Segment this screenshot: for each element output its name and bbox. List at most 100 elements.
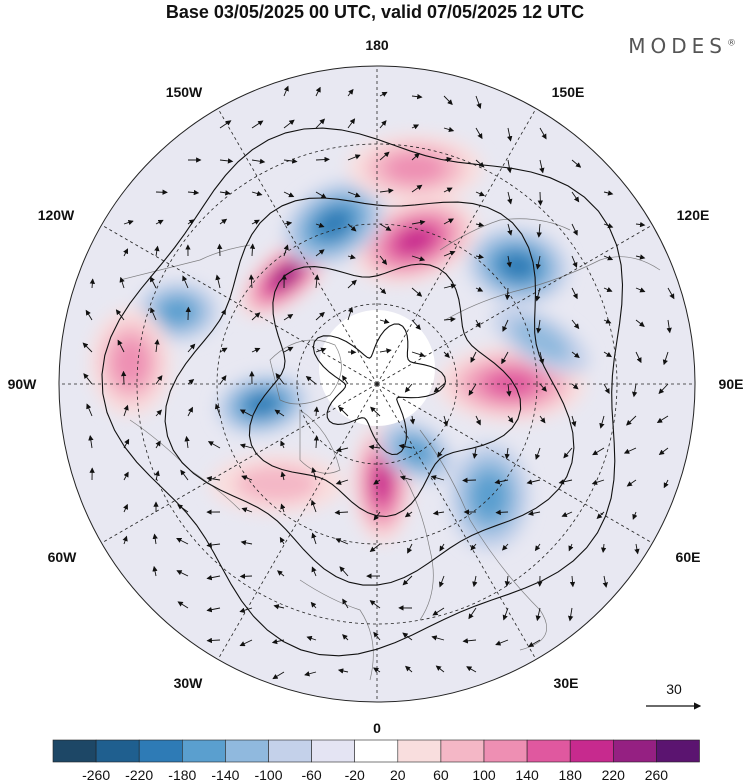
wind-vector bbox=[603, 351, 612, 358]
wind-vector bbox=[152, 565, 158, 577]
coastlines bbox=[119, 218, 661, 681]
wind-vector bbox=[347, 191, 361, 198]
wind-vector bbox=[219, 309, 226, 321]
wind-vector bbox=[443, 250, 456, 257]
wind-vector bbox=[603, 223, 614, 229]
wind-vector bbox=[249, 243, 256, 257]
wind-vector bbox=[507, 223, 513, 236]
wind-vector bbox=[347, 118, 356, 129]
wind-vector bbox=[283, 191, 295, 198]
lon-label-150e: 150E bbox=[552, 84, 585, 100]
wind-vector bbox=[283, 244, 289, 257]
wind-vector bbox=[177, 601, 189, 609]
wind-vector bbox=[373, 511, 381, 521]
wind-vector bbox=[311, 532, 317, 545]
wind-vector bbox=[219, 120, 232, 129]
wind-vector bbox=[314, 274, 320, 289]
wind-vector bbox=[370, 406, 381, 417]
wind-vector bbox=[443, 283, 457, 289]
wind-vector bbox=[571, 351, 580, 359]
lon-label-30e: 30E bbox=[554, 675, 579, 691]
wind-vector bbox=[475, 95, 482, 109]
wind-vector bbox=[462, 477, 477, 484]
wind-vector bbox=[535, 287, 541, 302]
wind-vector bbox=[635, 221, 646, 228]
wind-vector bbox=[155, 409, 163, 417]
anomaly-ridge-east-siberia bbox=[397, 228, 434, 254]
wind-vector bbox=[279, 536, 285, 545]
wind-vector bbox=[123, 503, 128, 513]
wind-vector bbox=[571, 255, 578, 268]
wind-vector bbox=[561, 511, 573, 517]
wind-vector bbox=[155, 440, 161, 449]
wind-vector bbox=[239, 639, 253, 647]
wind-vector bbox=[635, 319, 645, 327]
wind-vector bbox=[475, 286, 484, 292]
meridian-line bbox=[217, 108, 378, 385]
wind-vector bbox=[398, 443, 413, 450]
wind-vector bbox=[504, 287, 511, 301]
wind-vector bbox=[337, 668, 349, 674]
wind-vector bbox=[634, 543, 640, 555]
wind-vector bbox=[187, 406, 193, 417]
colorbar-tick-label: -20 bbox=[345, 767, 365, 783]
colorbar bbox=[52, 739, 700, 763]
colorbar-swatch bbox=[569, 739, 614, 763]
wind-vector bbox=[528, 639, 541, 647]
wind-vector bbox=[507, 127, 513, 142]
wind-vector bbox=[215, 274, 221, 289]
wind-vector bbox=[283, 119, 295, 129]
wind-vector bbox=[310, 601, 317, 609]
colorbar-swatch bbox=[225, 739, 269, 763]
wind-vector bbox=[240, 540, 253, 546]
vector-reference-label: 30 bbox=[666, 681, 682, 697]
colorbar-swatch bbox=[52, 739, 97, 763]
wind-vector bbox=[306, 635, 317, 642]
wind-vector bbox=[206, 637, 221, 644]
contour-line bbox=[164, 197, 575, 586]
wind-vector bbox=[599, 415, 605, 429]
lon-label-60e: 60E bbox=[676, 549, 701, 565]
wind-vector bbox=[506, 383, 512, 397]
wind-vector bbox=[411, 255, 426, 262]
wind-vector bbox=[626, 479, 637, 487]
wind-vector bbox=[123, 404, 129, 417]
colorbar-swatch bbox=[311, 739, 356, 763]
wind-vector bbox=[495, 639, 509, 646]
wind-vector bbox=[313, 406, 320, 417]
wind-vector bbox=[379, 91, 388, 97]
wind-vector bbox=[435, 665, 445, 673]
colorbar-tick-label: -220 bbox=[125, 767, 153, 783]
wind-vector bbox=[379, 151, 390, 161]
wind-vector bbox=[443, 156, 453, 163]
wind-vector bbox=[347, 154, 361, 161]
wind-vector bbox=[373, 667, 381, 673]
wind-vector bbox=[571, 223, 578, 236]
wind-vector bbox=[568, 543, 574, 552]
wind-vector bbox=[152, 533, 158, 545]
graticule bbox=[59, 66, 695, 702]
wind-vector bbox=[341, 375, 349, 385]
wind-vector bbox=[526, 479, 541, 485]
meridian-line bbox=[101, 224, 378, 385]
meridian-line bbox=[101, 383, 378, 544]
wind-vector bbox=[596, 511, 605, 520]
wind-vector bbox=[571, 415, 577, 427]
wind-vector bbox=[274, 409, 285, 417]
lon-label-30w: 30W bbox=[174, 675, 204, 691]
wind-vector bbox=[241, 475, 253, 481]
wind-vector bbox=[658, 383, 669, 395]
wind-vector bbox=[535, 255, 541, 270]
vector-reference: 30 bbox=[646, 681, 702, 710]
colorbar-tick-label: 60 bbox=[433, 767, 449, 783]
wind-vector bbox=[280, 440, 286, 449]
wind-vector bbox=[123, 438, 130, 449]
map-title: Base 03/05/2025 00 UTC, valid 07/05/2025… bbox=[165, 2, 585, 22]
wind-vector bbox=[239, 607, 253, 613]
wind-vector bbox=[251, 190, 263, 197]
wind-vector bbox=[251, 312, 261, 321]
wind-vector bbox=[603, 287, 613, 293]
longitude-labels: 180 0 90W 90E 150W 150E 120W 120E 60W 60… bbox=[8, 37, 744, 736]
wind-vector bbox=[475, 127, 483, 140]
